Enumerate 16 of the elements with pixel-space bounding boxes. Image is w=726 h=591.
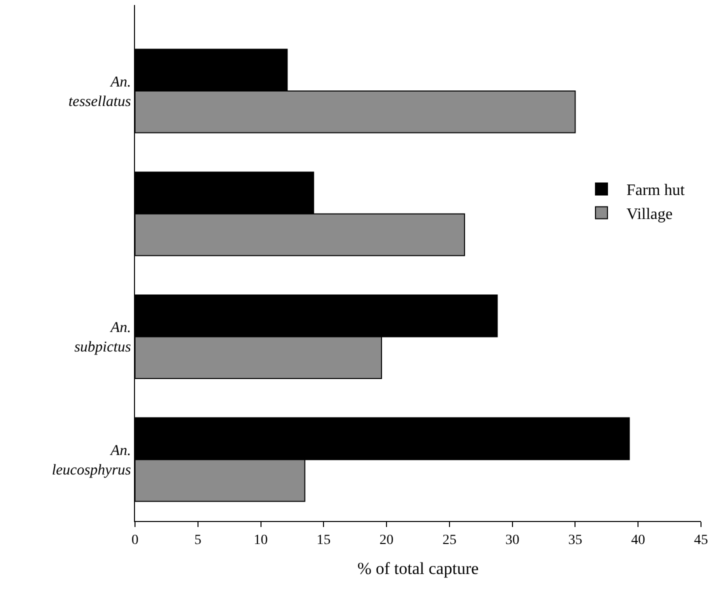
x-tick-label: 40 — [631, 532, 646, 548]
x-tick-label: 5 — [194, 532, 202, 548]
x-tick-label: 35 — [568, 532, 582, 548]
y-tick-label: An. leucosphyrus — [52, 443, 132, 479]
x-tick-label: 20 — [380, 532, 394, 548]
y-tick-label: An. tessellatus — [68, 74, 132, 110]
legend-label: Farm hut — [626, 182, 686, 200]
x-tick-label: 45 — [694, 532, 708, 548]
x-tick-label: 15 — [316, 532, 331, 548]
y-tick-label: An. subpictus — [74, 320, 132, 356]
x-tick-label: 25 — [442, 532, 456, 548]
x-tick-label: 0 — [132, 532, 138, 548]
x-axis-title: % of total capture — [357, 559, 479, 578]
x-tick-label: 30 — [505, 532, 520, 548]
x-tick-label: 10 — [254, 532, 268, 548]
legend-label: Village — [626, 206, 673, 224]
